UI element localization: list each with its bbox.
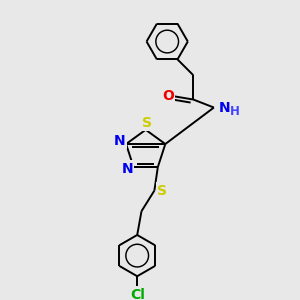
Text: S: S xyxy=(142,116,152,130)
Text: O: O xyxy=(162,89,174,103)
Text: H: H xyxy=(230,105,239,118)
Text: N: N xyxy=(219,100,231,115)
Text: Cl: Cl xyxy=(130,288,145,300)
Text: N: N xyxy=(122,161,133,176)
Text: N: N xyxy=(114,134,126,148)
Text: S: S xyxy=(158,184,167,198)
